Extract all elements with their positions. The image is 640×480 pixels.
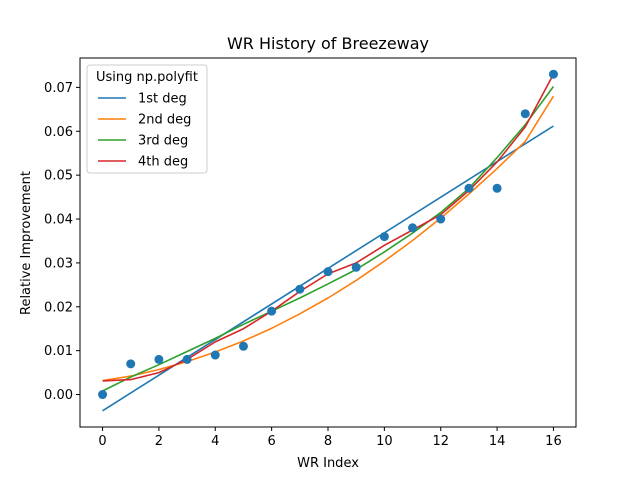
data-point [182,354,192,364]
data-point [408,223,418,233]
y-tick-label: 0.07 [44,81,73,96]
data-point [464,183,474,193]
data-point [126,359,136,369]
x-tick-label: 2 [155,434,163,449]
data-point [436,214,446,224]
x-tick-label: 4 [211,434,219,449]
data-point [548,69,558,79]
x-axis: 0 2 4 6 8 10 12 14 16 [98,427,562,449]
x-tick-label: 0 [98,434,106,449]
y-tick-label: 0.06 [44,125,73,140]
y-tick-label: 0.01 [44,344,73,359]
x-tick-label: 16 [545,434,562,449]
data-point [210,350,220,360]
x-tick-label: 10 [376,434,393,449]
y-axis-label: Relative Improvement [19,171,34,315]
legend-label: 2nd deg [138,113,191,128]
legend-label: 4th deg [138,155,188,170]
data-point [379,232,389,242]
data-point [98,390,108,400]
y-tick-label: 0.03 [44,256,73,271]
chart-title: WR History of Breezeway [227,34,429,53]
legend-title: Using np.polyfit [96,70,198,85]
y-axis: 0.00 0.01 0.02 0.03 0.04 0.05 0.06 0.07 [44,81,80,403]
y-tick-label: 0.05 [44,169,73,184]
x-tick-label: 14 [489,434,506,449]
legend-box [86,64,208,174]
x-tick-label: 6 [267,434,275,449]
data-point [238,341,248,351]
legend-label: 1st deg [138,92,187,107]
data-point [154,354,164,364]
data-point [492,183,502,193]
legend-label: 3rd deg [138,134,188,149]
x-tick-label: 8 [324,434,332,449]
data-point [323,267,333,277]
data-point [351,262,361,272]
series-line-3 [102,86,555,392]
y-tick-label: 0.00 [44,388,73,403]
plot-area [98,69,558,412]
x-axis-label: WR Index [297,456,359,471]
legend-entries: 1st deg 2nd deg 3rd deg 4th deg [98,92,191,170]
data-point [295,284,305,294]
x-tick-label: 12 [432,434,449,449]
data-point [520,109,530,119]
y-tick-label: 0.04 [44,213,73,228]
y-tick-label: 0.02 [44,300,73,315]
legend: Using np.polyfit 1st deg 2nd deg 3rd deg 4t… [86,64,208,174]
data-point [267,306,277,316]
